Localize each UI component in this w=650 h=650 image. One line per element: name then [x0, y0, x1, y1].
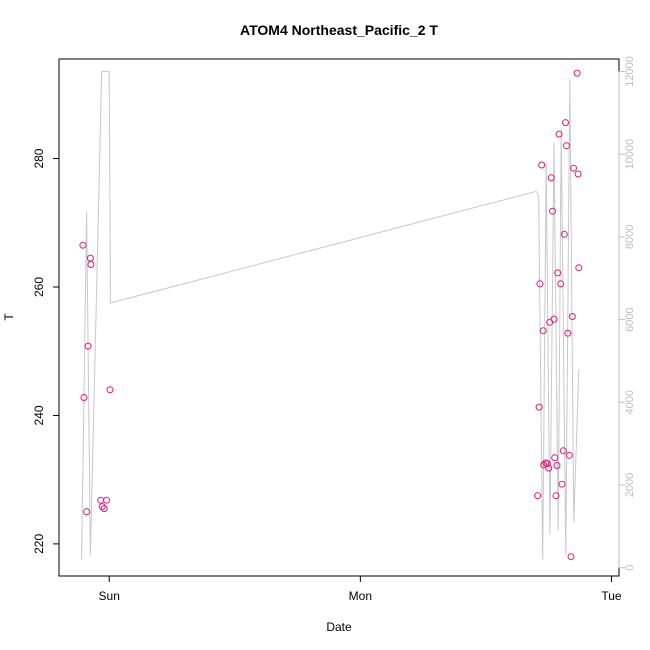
- data-point: [559, 447, 567, 455]
- right-tick-label: 4000: [624, 390, 636, 414]
- right-tick-label: 6000: [624, 307, 636, 331]
- data-point: [543, 460, 551, 468]
- chart-title: ATOM4 Northeast_Pacific_2 T: [240, 22, 438, 38]
- right-axis: 0 2000 4000 6000 8000 10000 12000: [618, 56, 636, 571]
- data-point: [564, 329, 572, 337]
- x-tick-label: Sun: [99, 589, 120, 603]
- data-point: [106, 386, 114, 394]
- y-axis-label: T: [2, 313, 16, 321]
- data-point: [555, 130, 563, 138]
- data-point: [98, 503, 106, 511]
- data-point: [549, 207, 556, 215]
- data-point: [84, 342, 92, 350]
- x-axis-label: Date: [326, 620, 352, 634]
- data-point: [562, 119, 569, 127]
- data-point: [553, 462, 561, 469]
- data-point: [560, 230, 568, 238]
- plot-frame: [58, 58, 620, 577]
- data-point: [87, 261, 95, 268]
- data-point: [86, 254, 94, 262]
- data-point: [100, 505, 108, 513]
- data-point: [535, 403, 543, 411]
- y-tick-label: 260: [32, 277, 46, 297]
- y-tick-label: 220: [32, 534, 46, 554]
- data-point: [80, 394, 88, 401]
- x-axis: Sun Mon Tue: [99, 575, 622, 603]
- data-point: [565, 451, 573, 459]
- data-point: [550, 315, 558, 323]
- data-point: [554, 269, 562, 277]
- y-tick-label: 240: [32, 405, 46, 425]
- data-point: [558, 480, 566, 488]
- point-series: [79, 69, 583, 561]
- data-point: [575, 264, 583, 272]
- data-point: [536, 280, 544, 288]
- series-line: [81, 70, 580, 560]
- right-tick-label: 8000: [624, 225, 636, 249]
- data-point: [552, 492, 560, 500]
- data-point: [574, 170, 582, 178]
- line-series: [81, 70, 580, 560]
- right-tick-label: 0: [624, 565, 636, 571]
- data-point: [103, 496, 110, 504]
- y-tick-label: 280: [32, 148, 46, 168]
- data-point: [83, 508, 91, 516]
- data-point: [551, 454, 559, 462]
- data-point: [79, 241, 87, 249]
- data-point: [567, 553, 575, 561]
- right-tick-label: 12000: [624, 56, 636, 87]
- data-point: [97, 496, 105, 504]
- right-tick-label: 2000: [624, 473, 636, 497]
- data-point: [573, 69, 581, 77]
- data-point: [563, 142, 570, 150]
- data-point: [540, 461, 548, 469]
- y-axis: 220 240 260 280: [32, 148, 60, 554]
- data-point: [557, 280, 565, 288]
- data-point: [568, 313, 576, 320]
- data-point: [545, 464, 553, 472]
- data-point: [570, 164, 577, 172]
- data-point: [547, 174, 555, 182]
- x-tick-label: Tue: [601, 589, 622, 603]
- data-point: [538, 161, 546, 169]
- x-tick-label: Mon: [349, 589, 372, 603]
- data-point: [534, 492, 542, 500]
- right-tick-label: 10000: [624, 139, 636, 170]
- data-point: [539, 327, 547, 335]
